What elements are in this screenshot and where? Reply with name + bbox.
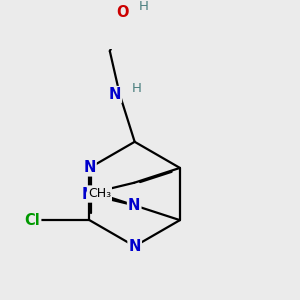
- Text: H: H: [138, 0, 148, 13]
- Text: N: N: [109, 87, 121, 102]
- Text: N: N: [128, 198, 140, 213]
- Text: O: O: [116, 5, 128, 20]
- Text: N: N: [128, 239, 141, 254]
- Text: N: N: [83, 160, 96, 175]
- Text: CH₃: CH₃: [88, 188, 111, 200]
- Text: H: H: [132, 82, 142, 95]
- Text: N: N: [81, 187, 94, 202]
- Text: Cl: Cl: [25, 213, 40, 228]
